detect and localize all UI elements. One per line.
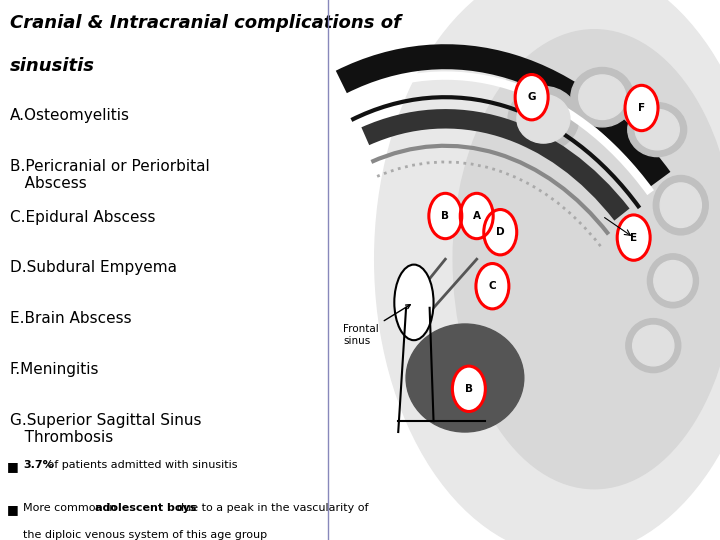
Text: B: B	[465, 384, 473, 394]
Text: of patients admitted with sinusitis: of patients admitted with sinusitis	[44, 460, 238, 470]
Text: B: B	[441, 211, 449, 221]
Circle shape	[460, 193, 493, 239]
Circle shape	[625, 85, 658, 131]
Text: G.Superior Sagittal Sinus
   Thrombosis: G.Superior Sagittal Sinus Thrombosis	[10, 413, 202, 445]
Ellipse shape	[517, 94, 570, 143]
Ellipse shape	[653, 176, 708, 235]
Text: sinusitis: sinusitis	[10, 57, 95, 75]
Text: the diploic venous system of this age group: the diploic venous system of this age gr…	[23, 530, 267, 540]
Ellipse shape	[628, 103, 687, 157]
Text: F.Meningitis: F.Meningitis	[10, 362, 99, 377]
Text: due to a peak in the vascularity of: due to a peak in the vascularity of	[171, 503, 369, 514]
Ellipse shape	[579, 75, 626, 119]
Ellipse shape	[633, 325, 674, 366]
Text: E: E	[630, 233, 637, 242]
Circle shape	[429, 193, 462, 239]
Text: F: F	[638, 103, 645, 113]
Ellipse shape	[626, 319, 680, 373]
Text: adolescent boys: adolescent boys	[95, 503, 197, 514]
Text: Cranial & Intracranial complications of: Cranial & Intracranial complications of	[10, 14, 401, 31]
Circle shape	[476, 264, 509, 309]
Ellipse shape	[374, 0, 720, 540]
Text: 3.7%: 3.7%	[23, 460, 54, 470]
Ellipse shape	[395, 265, 433, 340]
Circle shape	[617, 215, 650, 260]
Text: More common in: More common in	[23, 503, 120, 514]
Text: B.Pericranial or Periorbital
   Abscess: B.Pericranial or Periorbital Abscess	[10, 159, 210, 191]
Text: ■: ■	[6, 460, 18, 473]
Ellipse shape	[660, 183, 701, 227]
Ellipse shape	[647, 254, 698, 308]
Text: A.Osteomyelitis: A.Osteomyelitis	[10, 108, 130, 123]
Text: C: C	[489, 281, 496, 291]
Circle shape	[484, 210, 517, 255]
Ellipse shape	[453, 30, 720, 489]
Text: G: G	[527, 92, 536, 102]
Ellipse shape	[654, 261, 692, 301]
Text: ■: ■	[6, 503, 18, 516]
Text: E.Brain Abscess: E.Brain Abscess	[10, 311, 132, 326]
Text: D: D	[496, 227, 505, 237]
Circle shape	[452, 366, 485, 411]
Text: A: A	[473, 211, 481, 221]
Ellipse shape	[508, 86, 579, 151]
Text: D.Subdural Empyema: D.Subdural Empyema	[10, 260, 177, 275]
Ellipse shape	[571, 68, 634, 127]
Circle shape	[516, 75, 548, 120]
Text: Frontal
sinus: Frontal sinus	[343, 305, 410, 346]
Ellipse shape	[406, 324, 523, 432]
Text: C.Epidural Abscess: C.Epidural Abscess	[10, 210, 156, 225]
Ellipse shape	[635, 109, 679, 150]
